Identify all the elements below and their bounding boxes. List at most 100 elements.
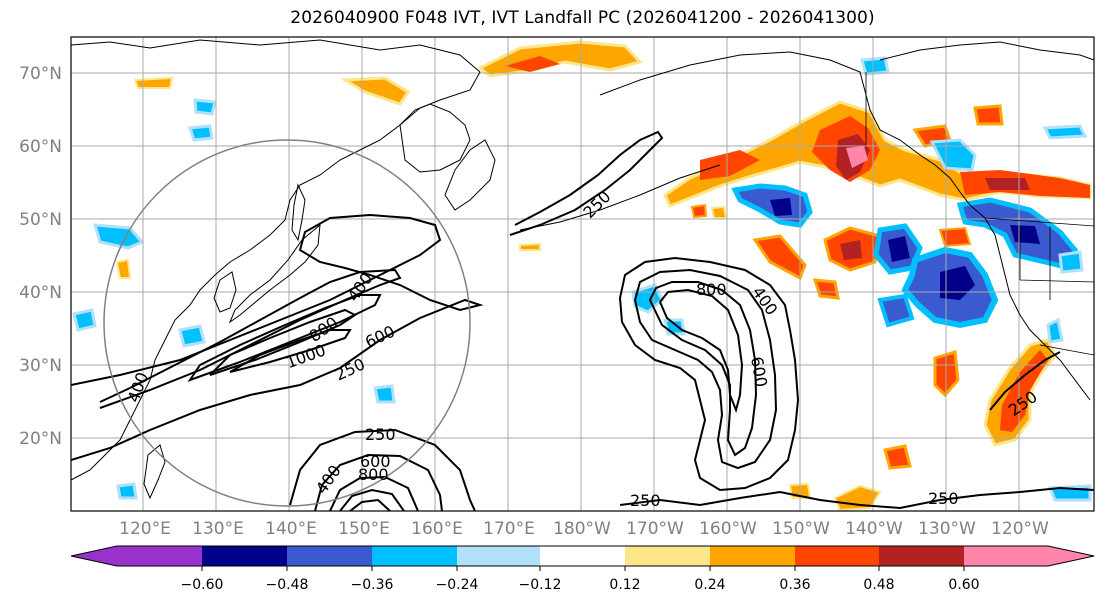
anomaly-region	[710, 205, 728, 219]
colorbar-tick-label: −0.12	[519, 577, 562, 593]
anomaly-region	[1058, 250, 1084, 274]
lon-label: 160°W	[699, 519, 757, 539]
contour-label: 800	[696, 280, 727, 299]
coastline-philippines	[143, 444, 166, 500]
contour-label: 800	[358, 465, 389, 484]
anomaly-region	[929, 138, 977, 172]
anomaly-region	[938, 226, 972, 248]
anomaly-region	[1046, 317, 1064, 344]
coastline-north-america	[984, 217, 1091, 401]
colorbar-segment	[202, 546, 287, 566]
anomaly-region	[877, 293, 915, 328]
coastline-asia	[71, 39, 481, 481]
contour-600-south	[329, 475, 419, 511]
anomaly-region	[752, 234, 807, 281]
coastline-alaska	[599, 51, 986, 219]
colorbar-tick-label: 0.12	[609, 577, 640, 593]
anomaly-region	[193, 98, 217, 116]
lat-label: 20°N	[19, 429, 62, 449]
lon-label: 140°E	[265, 519, 317, 539]
colorbar-extend-low	[71, 546, 117, 566]
anomaly-region	[846, 146, 868, 168]
lon-label: 120°E	[119, 519, 171, 539]
contour-1000-south	[349, 498, 391, 511]
map-frame	[70, 36, 1095, 512]
border-us-mexico	[1039, 344, 1094, 356]
colorbar-tick-label: 0.48	[863, 577, 894, 593]
lon-label: 170°E	[483, 519, 535, 539]
colorbar-tick-label: −0.36	[351, 577, 394, 593]
contour-250-east	[989, 351, 1061, 411]
anomaly-region	[92, 223, 145, 250]
anomaly-region	[115, 258, 132, 279]
anomaly-region	[1000, 350, 1048, 432]
anomaly-region	[883, 444, 912, 470]
colorbar-segment	[795, 546, 879, 566]
lon-label: 170°W	[626, 519, 684, 539]
contour-800-south	[339, 488, 405, 511]
anomaly-region	[700, 150, 760, 180]
map-title: 2026040900 F048 IVT, IVT Landfall PC (20…	[290, 8, 875, 28]
anomaly-region	[888, 236, 910, 262]
borders	[865, 72, 1094, 356]
lon-label: 150°E	[338, 519, 390, 539]
anomaly-region	[973, 104, 1004, 126]
colorbar-segment	[117, 546, 202, 566]
coastline-sakhalin	[291, 183, 306, 242]
border-canada-us	[984, 217, 1094, 227]
anomaly-region	[178, 324, 206, 348]
contour-250-south-west	[289, 428, 476, 511]
coastlines	[71, 39, 1094, 500]
contour-250-west	[71, 213, 484, 461]
landfall-circle	[103, 139, 471, 507]
lon-label: 120°W	[991, 519, 1049, 539]
longitude-labels: 120°E 130°E 140°E 150°E 160°E 170°E 180°…	[119, 519, 1049, 539]
contour-400-central	[633, 268, 778, 470]
colorbar-segment	[540, 546, 625, 566]
latitude-labels: 70°N 60°N 50°N 40°N 30°N 20°N	[19, 64, 62, 449]
colorbar-tick-label: 0.36	[779, 577, 810, 593]
anomaly-region	[840, 240, 862, 260]
lon-label: 130°W	[918, 519, 976, 539]
colorbar-segment	[457, 546, 540, 566]
contour-400-south	[314, 453, 443, 511]
contour-800-west	[209, 308, 357, 376]
colorbar-segment	[964, 546, 1048, 566]
lon-label: 130°E	[192, 519, 244, 539]
colorbar-tick-label: 0.60	[948, 577, 979, 593]
colorbar-segment	[287, 546, 372, 566]
contour-800-central	[658, 288, 744, 414]
lon-label: 140°W	[845, 519, 903, 539]
colorbar-tick-label: 0.24	[694, 577, 725, 593]
lon-label: 180°W	[553, 519, 611, 539]
anomaly-region	[72, 308, 97, 332]
contour-250-aleutian	[509, 130, 664, 236]
anomaly-region	[770, 198, 792, 216]
coastline-asia-inner	[399, 103, 471, 173]
anomaly-region	[505, 56, 560, 72]
anomaly-region	[812, 278, 840, 300]
coastline-japan	[228, 223, 321, 324]
colorbar-outline	[70, 545, 1095, 567]
contour-250-central	[618, 256, 800, 492]
colorbar-segment	[879, 546, 964, 566]
anomaly-region	[187, 124, 214, 142]
colorbar-segment	[710, 546, 795, 566]
colorbar: −0.60 −0.48 −0.36 −0.24 −0.12 0.12 0.24 …	[70, 545, 1095, 593]
ivt-contours	[71, 130, 1094, 511]
colorbar-tick-label: −0.24	[436, 577, 479, 593]
contour-600-west	[187, 294, 382, 382]
lat-label: 50°N	[19, 210, 62, 230]
coastline-kamchatka	[444, 139, 496, 211]
anomaly-region	[1042, 124, 1088, 140]
anomaly-region	[519, 242, 541, 251]
anomaly-region	[860, 56, 890, 76]
lon-label: 150°W	[772, 519, 830, 539]
anomaly-region	[985, 178, 1030, 190]
colorbar-tick-label: −0.60	[181, 577, 224, 593]
lat-label: 30°N	[19, 356, 62, 376]
colorbar-extend-high	[1048, 546, 1094, 566]
contour-250-south-central	[619, 486, 1094, 510]
border-us-states	[1019, 226, 1094, 300]
